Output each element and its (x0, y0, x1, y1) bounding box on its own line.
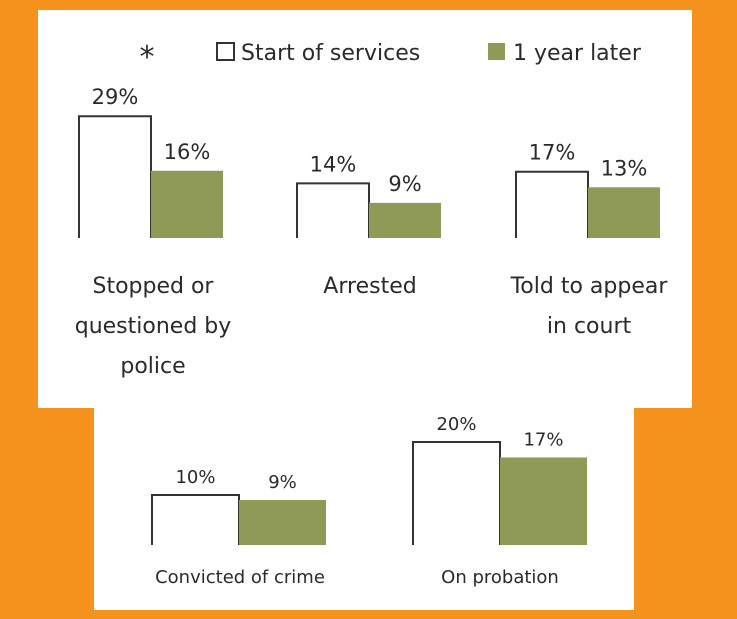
category-label: On probation (441, 567, 559, 588)
bar-one-year-later (239, 500, 326, 545)
category-label: Told to appear (510, 274, 669, 299)
legend-label-later: 1 year later (513, 41, 642, 66)
value-label-later: 13% (601, 156, 648, 180)
value-label-later: 16% (164, 140, 211, 164)
bar-group: 10% 9% Convicted of crime (151, 467, 326, 588)
legend-marker: * (140, 40, 155, 75)
bar-one-year-later (588, 187, 660, 238)
bar-one-year-later (500, 457, 587, 545)
value-label-start: 14% (310, 152, 357, 176)
bar-groups: 29% 16% Stopped or questioned by police 14% 9%… (75, 85, 669, 588)
category-label: questioned by (75, 314, 232, 339)
bar-group: 14% 9% Arrested (296, 152, 441, 299)
bar-group: 20% 17% On probation (412, 414, 587, 588)
value-label-start: 20% (436, 414, 476, 435)
category-label: police (120, 354, 185, 379)
bar-start-of-services (151, 494, 240, 545)
legend: * Start of services 1 year later (140, 40, 642, 75)
category-label: Arrested (323, 274, 416, 299)
value-label-start: 29% (92, 85, 139, 109)
value-label-later: 17% (523, 429, 563, 450)
bar-start-of-services (78, 115, 152, 238)
value-label-later: 9% (268, 472, 297, 493)
legend-swatch-start (216, 42, 235, 61)
legend-swatch-later (488, 43, 505, 60)
bar-start-of-services (412, 441, 501, 545)
value-label-start: 10% (175, 467, 215, 488)
bar-one-year-later (151, 170, 223, 238)
bar-group: 29% 16% Stopped or questioned by police (75, 85, 232, 379)
category-label: Stopped or (93, 274, 215, 299)
bar-start-of-services (515, 170, 589, 238)
bar-start-of-services (296, 182, 370, 238)
category-label: Convicted of crime (155, 567, 325, 588)
value-label-start: 17% (529, 141, 576, 165)
legend-label-start: Start of services (241, 41, 420, 66)
category-label: in court (547, 314, 632, 339)
bar-group: 17% 13% Told to appear in court (510, 141, 669, 339)
value-label-later: 9% (388, 172, 421, 196)
bar-one-year-later (369, 202, 441, 238)
